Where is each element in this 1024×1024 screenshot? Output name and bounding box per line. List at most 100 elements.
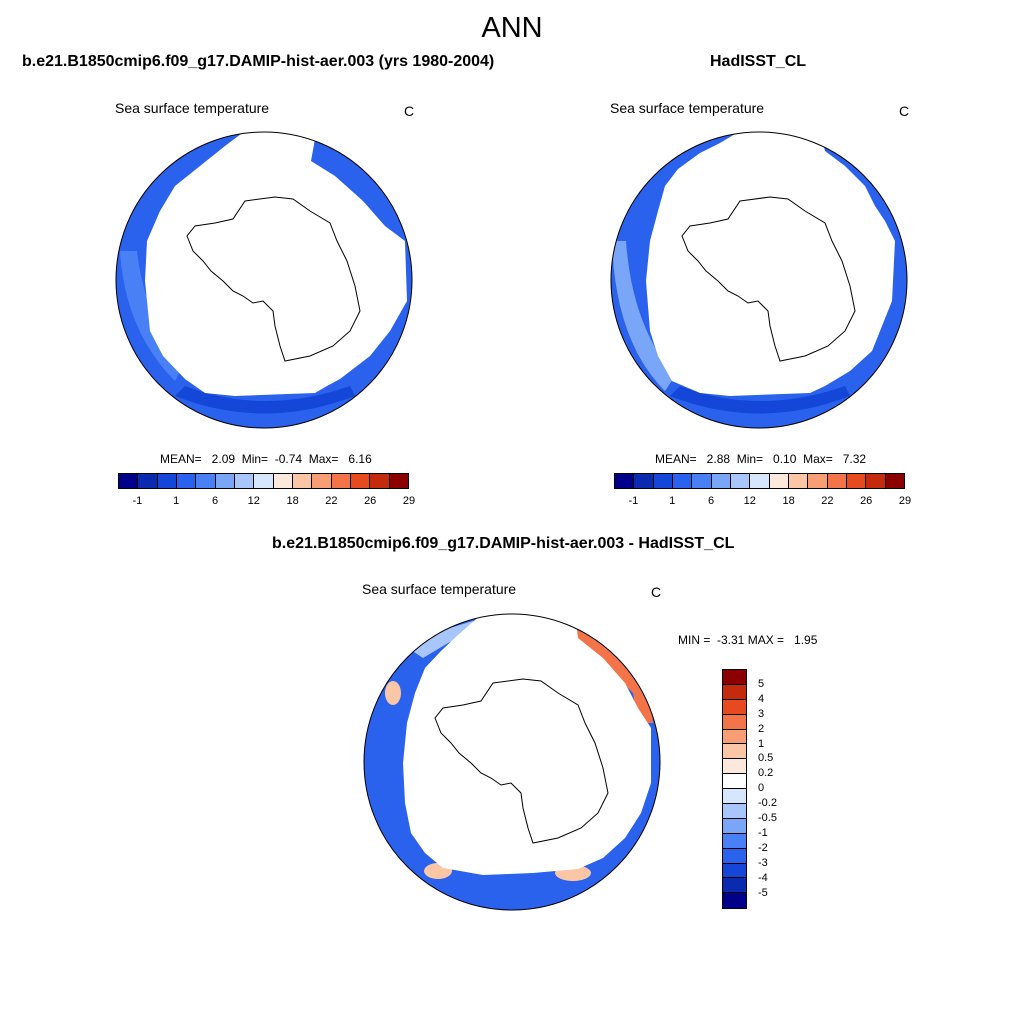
- colorbar-swatch: [692, 474, 712, 488]
- colorbar-tick-label: 1: [669, 495, 676, 507]
- colorbar-swatch: [723, 848, 746, 864]
- colorbar-tick-label: 29: [402, 495, 416, 507]
- colorbar-swatch: [350, 474, 371, 488]
- colorbar-swatch: [723, 804, 746, 819]
- panel3-antarctica-coastline: [434, 678, 609, 844]
- panel2-stats: MEAN= 2.88 Min= 0.10 Max= 7.32: [655, 452, 867, 466]
- colorbar-swatch: [653, 474, 673, 488]
- colorbar-swatch: [234, 474, 255, 488]
- colorbar-swatch: [215, 474, 235, 488]
- colorbar-swatch: [885, 474, 904, 488]
- colorbar-swatch: [157, 474, 177, 488]
- colorbar-tick-label: 12: [247, 495, 260, 507]
- colorbar-tick-label: -3: [758, 856, 768, 869]
- colorbar-swatch: [723, 729, 746, 745]
- colorbar-swatch: [866, 474, 886, 488]
- panel1-units-label: C: [404, 103, 415, 119]
- colorbar-swatch: [292, 474, 313, 488]
- colorbar-swatch: [723, 684, 746, 700]
- colorbar-tick-label: 0.5: [758, 752, 774, 765]
- colorbar-swatch: [389, 474, 408, 488]
- colorbar-tick-label: 22: [325, 495, 338, 507]
- colorbar-swatch: [750, 474, 770, 488]
- colorbar-swatch: [723, 789, 746, 805]
- colorbar-swatch: [730, 474, 751, 488]
- panel3-variable-label: Sea surface temperature: [362, 581, 517, 597]
- colorbar-swatch: [254, 474, 274, 488]
- colorbar-swatch: [788, 474, 809, 488]
- colorbar-swatch: [176, 474, 197, 488]
- panel1-title: b.e21.B1850cmip6.f09_g17.DAMIP-hist-aer.…: [22, 53, 495, 70]
- panel2-ocean-cold-band: [670, 386, 850, 414]
- panel1-map-border: [115, 131, 413, 429]
- colorbar-tick-label: 2: [758, 722, 765, 735]
- colorbar-swatch: [331, 474, 351, 488]
- panel1-stats: MEAN= 2.09 Min= -0.74 Max= 6.16: [160, 452, 372, 466]
- panel3-colorbar: [722, 669, 747, 910]
- colorbar-tick-label: -0.5: [758, 812, 777, 824]
- colorbar-swatch: [723, 893, 746, 909]
- colorbar-swatch: [672, 474, 693, 488]
- panel1-map: [115, 131, 413, 429]
- colorbar-tick-label: 0: [758, 782, 765, 795]
- panel3-stats: MIN = -3.31 MAX = 1.95: [678, 633, 818, 647]
- panel3-title: b.e21.B1850cmip6.f09_g17.DAMIP-hist-aer.…: [272, 535, 735, 552]
- colorbar-tick-label: -0.2: [758, 797, 777, 810]
- colorbar-swatch: [723, 759, 746, 775]
- colorbar-tick-label: -4: [758, 871, 768, 884]
- colorbar-tick-label: -5: [758, 886, 768, 899]
- colorbar-swatch: [827, 474, 847, 488]
- panel1-ocean-cold-band: [175, 386, 355, 414]
- panel1-variable-label: Sea surface temperature: [115, 100, 270, 116]
- panel3-positive-anomaly-west: [385, 681, 401, 705]
- colorbar-swatch: [138, 474, 158, 488]
- colorbar-tick-label: -1: [758, 826, 768, 839]
- colorbar-swatch: [723, 774, 746, 790]
- colorbar-tick-label: -1: [628, 495, 639, 507]
- colorbar-swatch: [723, 670, 746, 685]
- panel1-antarctica-coastline: [186, 196, 361, 362]
- colorbar-swatch: [723, 833, 746, 849]
- colorbar-swatch: [723, 878, 746, 894]
- colorbar-swatch: [846, 474, 867, 488]
- colorbar-swatch: [769, 474, 789, 488]
- colorbar-tick-label: -2: [758, 841, 768, 854]
- colorbar-tick-label: 26: [860, 495, 873, 507]
- colorbar-tick-label: 18: [286, 495, 299, 507]
- colorbar-swatch: [723, 863, 746, 879]
- colorbar-swatch: [723, 818, 746, 834]
- panel3-map-border: [363, 613, 661, 911]
- panel2-map: [610, 131, 908, 429]
- colorbar-swatch: [273, 474, 293, 488]
- colorbar-tick-label: 4: [758, 692, 765, 705]
- colorbar-tick-label: 29: [898, 495, 912, 507]
- panel2-units-label: C: [899, 103, 910, 119]
- colorbar-tick-label: 22: [821, 495, 834, 507]
- colorbar-swatch: [119, 474, 139, 488]
- colorbar-swatch: [808, 474, 828, 488]
- colorbar-swatch: [723, 744, 746, 760]
- panel2-colorbar: [614, 473, 905, 489]
- panel2-variable-label: Sea surface temperature: [610, 100, 765, 116]
- panel2-title: HadISST_CL: [710, 53, 807, 70]
- panel3-units-label: C: [651, 584, 662, 600]
- colorbar-swatch: [615, 474, 635, 488]
- panel1-colorbar: [118, 473, 409, 489]
- colorbar-tick-label: 26: [364, 495, 377, 507]
- panel3-positive-anomaly-east: [573, 625, 653, 723]
- main-title: ANN: [481, 12, 543, 44]
- colorbar-swatch: [723, 714, 746, 730]
- colorbar-tick-label: 1: [758, 737, 765, 750]
- panel2-ocean-warm-band: [612, 241, 675, 391]
- colorbar-swatch: [723, 699, 746, 715]
- colorbar-tick-label: 5: [758, 677, 765, 690]
- colorbar-swatch: [370, 474, 390, 488]
- colorbar-tick-label: -1: [132, 495, 143, 507]
- panel3-map: [363, 613, 661, 911]
- colorbar-swatch: [312, 474, 332, 488]
- panel2-antarctica-coastline: [681, 196, 856, 362]
- colorbar-tick-label: 12: [743, 495, 756, 507]
- colorbar-tick-label: 6: [707, 495, 715, 507]
- panel2-map-border: [610, 131, 908, 429]
- colorbar-tick-label: 6: [211, 495, 219, 507]
